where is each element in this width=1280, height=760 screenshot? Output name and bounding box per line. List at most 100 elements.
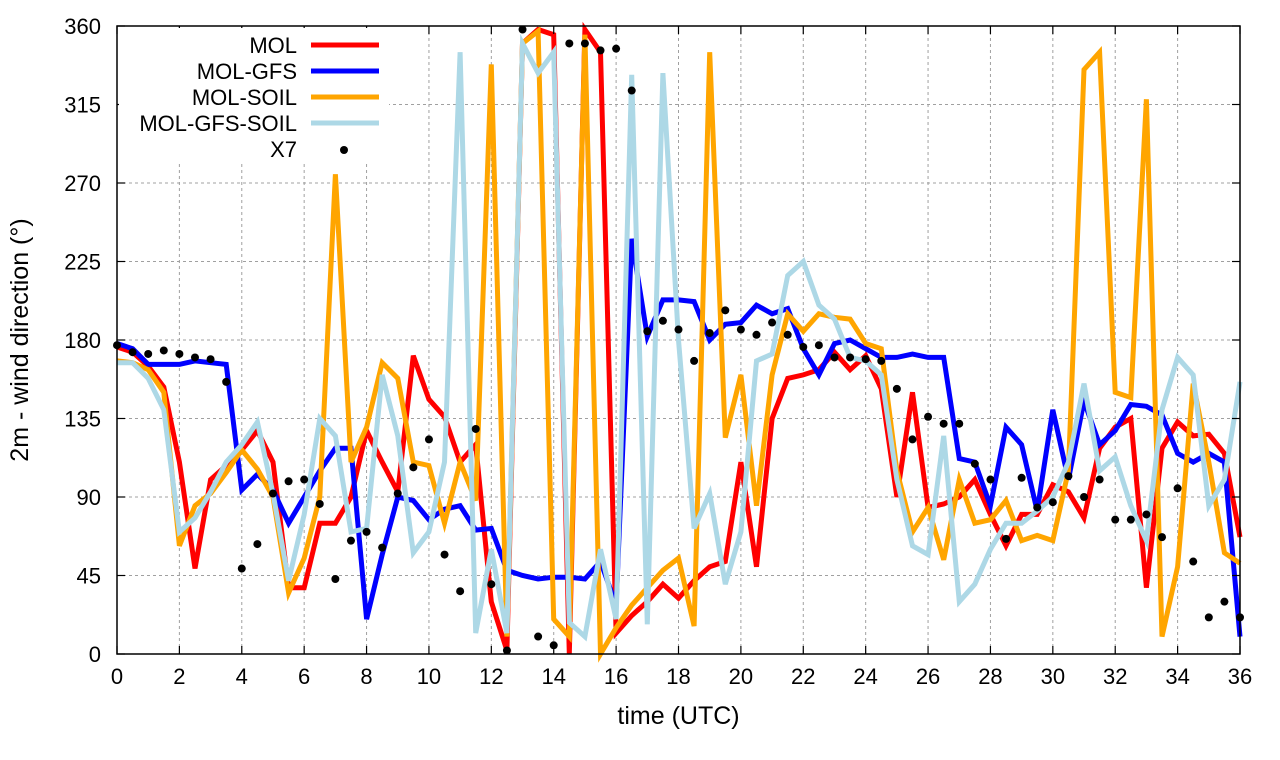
legend-label-mol-soil: MOL-SOIL — [192, 85, 297, 110]
data-point-x7 — [721, 306, 730, 315]
y-tick-label: 45 — [77, 564, 101, 589]
data-point-x7 — [502, 646, 511, 655]
y-tick-label: 315 — [64, 93, 101, 118]
series-line-mol-gfs-soil — [117, 33, 1243, 642]
data-point-x7 — [315, 499, 324, 508]
data-point-x7 — [814, 341, 823, 350]
data-point-x7 — [128, 348, 137, 357]
legend-label-mol: MOL — [249, 33, 297, 58]
data-point-x7 — [253, 540, 262, 549]
series-line-mol-soil — [116, 26, 1242, 663]
data-point-x7 — [1002, 534, 1011, 543]
data-point-x7 — [799, 342, 808, 351]
data-point-x7 — [768, 318, 777, 327]
data-point-x7 — [175, 349, 184, 358]
x-tick-label: 2 — [173, 664, 185, 689]
ticks: 0 2 4 6 8 10 12 14 16 18 20 22 24 26 28 30 32 34 360459013… — [64, 14, 1252, 689]
data-point-x7 — [643, 327, 652, 336]
x-tick-label: 10 — [417, 664, 441, 689]
data-point-x7 — [190, 353, 199, 362]
data-point-x7 — [206, 355, 215, 364]
data-point-x7 — [1095, 475, 1104, 484]
x-tick-label: 0 — [111, 664, 123, 689]
y-tick-label: 360 — [64, 14, 101, 39]
data-point-x7 — [159, 346, 168, 355]
data-point-x7 — [1033, 503, 1042, 512]
data-point-x7 — [1204, 613, 1213, 622]
data-point-x7 — [1158, 533, 1167, 542]
data-point-x7 — [362, 527, 371, 536]
x-tick-label: 4 — [236, 664, 248, 689]
y-tick-label: 270 — [64, 171, 101, 196]
series-line-mol — [116, 21, 1243, 655]
data-point-x7 — [955, 419, 964, 428]
data-point-x7 — [752, 330, 761, 339]
data-point-x7 — [1142, 510, 1151, 519]
data-point-x7 — [877, 356, 886, 365]
data-point-x7 — [736, 325, 745, 334]
data-point-x7 — [1126, 515, 1135, 524]
legend-label-mol-gfs-soil: MOL-GFS-SOIL — [139, 111, 297, 136]
data-point-x7 — [534, 632, 543, 641]
data-point-x7 — [346, 536, 355, 545]
data-point-x7 — [549, 641, 558, 650]
x-tick-label: 24 — [853, 664, 877, 689]
data-point-x7 — [1189, 557, 1198, 566]
data-point-x7 — [268, 489, 277, 498]
data-point-x7 — [284, 477, 293, 486]
data-point-x7 — [331, 574, 340, 583]
data-point-x7 — [892, 384, 901, 393]
data-point-x7 — [1173, 484, 1182, 493]
data-point-x7 — [144, 349, 153, 358]
data-point-x7 — [612, 44, 621, 53]
data-point-x7 — [424, 435, 433, 444]
x-tick-label: 26 — [916, 664, 940, 689]
y-tick-label: 135 — [64, 407, 101, 432]
data-point-x7 — [580, 39, 589, 48]
x-tick-label: 36 — [1228, 664, 1252, 689]
y-tick-label: 0 — [89, 642, 101, 667]
data-point-x7 — [783, 330, 792, 339]
y-tick-label: 180 — [64, 328, 101, 353]
data-point-x7 — [970, 459, 979, 468]
data-point-x7 — [939, 419, 948, 428]
x-tick-label: 14 — [541, 664, 565, 689]
data-point-x7 — [986, 475, 995, 484]
data-point-x7 — [471, 424, 480, 433]
data-point-x7 — [440, 550, 449, 559]
data-point-x7 — [861, 355, 870, 364]
legend-marker-x7 — [340, 146, 348, 154]
x-axis-title: time (UTC) — [617, 702, 739, 730]
x-tick-label: 32 — [1103, 664, 1127, 689]
data-point-x7 — [1048, 498, 1057, 507]
data-point-x7 — [393, 489, 402, 498]
data-point-x7 — [237, 564, 246, 573]
data-point-x7 — [596, 46, 605, 55]
y-tick-label: 225 — [64, 250, 101, 275]
x-tick-label: 16 — [604, 664, 628, 689]
data-point-x7 — [830, 353, 839, 362]
data-point-x7 — [1220, 597, 1229, 606]
x-tick-label: 12 — [479, 664, 503, 689]
y-axis-title: 2m - wind direction (°) — [6, 218, 34, 461]
data-point-x7 — [658, 316, 667, 325]
data-point-x7 — [627, 86, 636, 95]
y-tick-label: 90 — [77, 485, 101, 510]
data-point-x7 — [690, 356, 699, 365]
x-tick-label: 22 — [791, 664, 815, 689]
data-point-x7 — [300, 475, 309, 484]
data-point-x7 — [705, 329, 714, 338]
data-point-x7 — [565, 39, 574, 48]
data-point-x7 — [1111, 515, 1120, 524]
data-point-x7 — [1017, 473, 1026, 482]
data-point-x7 — [674, 325, 683, 334]
x-tick-label: 30 — [1041, 664, 1065, 689]
data-point-x7 — [924, 412, 933, 421]
data-point-x7 — [908, 435, 917, 444]
legend-label-mol-gfs: MOL-GFS — [197, 59, 297, 84]
x-tick-label: 18 — [666, 664, 690, 689]
data-point-x7 — [222, 377, 231, 386]
data-point-x7 — [1064, 472, 1073, 481]
data-point-x7 — [518, 25, 527, 34]
